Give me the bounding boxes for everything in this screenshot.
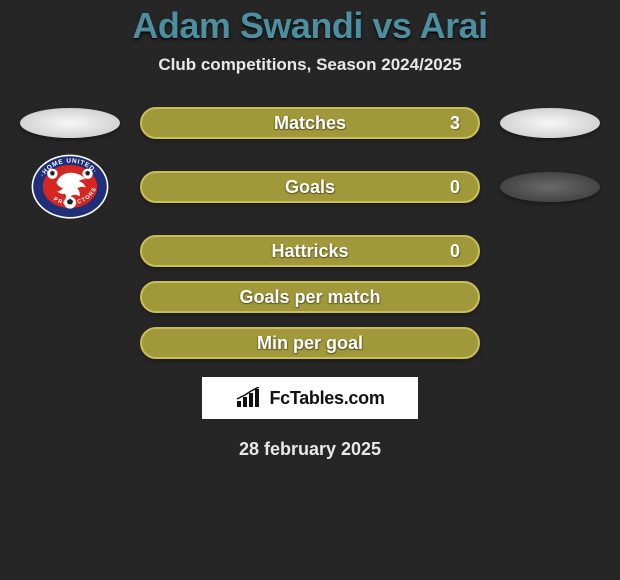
- stat-value-right: 0: [450, 177, 460, 198]
- page-title: Adam Swandi vs Arai: [10, 5, 610, 47]
- left-slot: [20, 108, 120, 138]
- player-marker-right-dark: [500, 172, 600, 202]
- subtitle: Club competitions, Season 2024/2025: [10, 55, 610, 75]
- stat-row: Matches 3: [10, 107, 610, 139]
- stat-row: Min per goal: [10, 327, 610, 359]
- stat-label: Hattricks: [271, 241, 348, 262]
- left-slot: ·HOME UNITED· PROTECTORS: [20, 153, 120, 221]
- stat-label: Min per goal: [257, 333, 363, 354]
- right-slot: [500, 172, 600, 202]
- stat-bar-hattricks: Hattricks 0: [140, 235, 480, 267]
- stat-row: Goals per match: [10, 281, 610, 313]
- stat-value-right: 3: [450, 113, 460, 134]
- stat-bar-mpg: Min per goal: [140, 327, 480, 359]
- stat-bar-gpm: Goals per match: [140, 281, 480, 313]
- stat-label: Matches: [274, 113, 346, 134]
- stat-value-right: 0: [450, 241, 460, 262]
- stat-label: Goals per match: [239, 287, 380, 308]
- player-marker-right: [500, 108, 600, 138]
- watermark: FcTables.com: [202, 377, 418, 419]
- chart-icon: [235, 387, 263, 409]
- stat-row: ·HOME UNITED· PROTECTORS: [10, 153, 610, 221]
- club-crest-left: ·HOME UNITED· PROTECTORS: [30, 153, 110, 221]
- stat-label: Goals: [285, 177, 335, 198]
- card: Adam Swandi vs Arai Club competitions, S…: [0, 0, 620, 460]
- player-marker-left: [20, 108, 120, 138]
- stat-bar-matches: Matches 3: [140, 107, 480, 139]
- stat-row: Hattricks 0: [10, 235, 610, 267]
- right-slot: [500, 108, 600, 138]
- watermark-text: FcTables.com: [269, 388, 384, 409]
- date-label: 28 february 2025: [10, 439, 610, 460]
- stat-bar-goals: Goals 0: [140, 171, 480, 203]
